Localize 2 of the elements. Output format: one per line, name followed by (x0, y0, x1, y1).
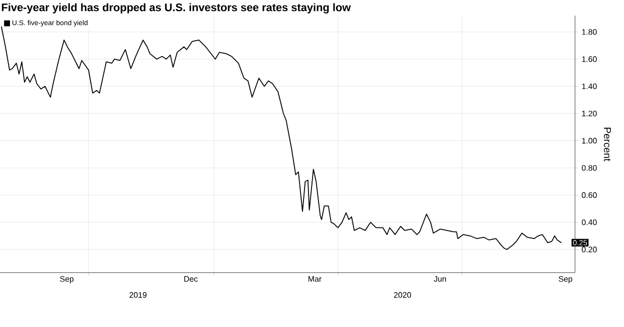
y-axis-title: Percent (604, 128, 611, 162)
chart-title: Five-year yield has dropped as U.S. investors see rates staying low (2, 3, 351, 14)
